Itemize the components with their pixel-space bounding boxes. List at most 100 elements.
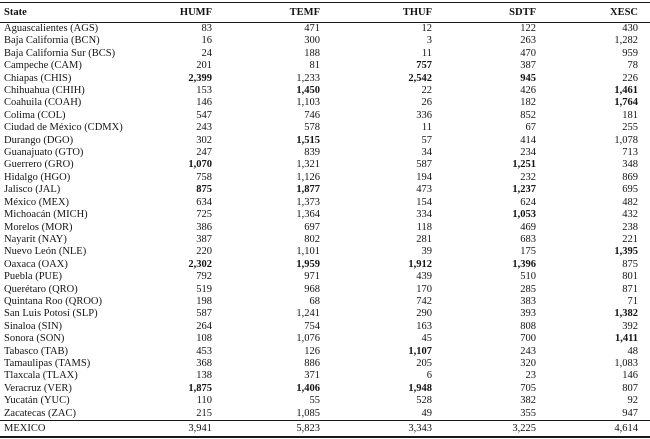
table-row: Jalisco (JAL) 875 1,877 473 1,237 695 xyxy=(0,184,650,196)
value-cell: 1,764 xyxy=(614,97,638,109)
value-cell: 387 xyxy=(520,60,536,72)
value-cell: 587 xyxy=(196,308,212,320)
value-cell: 238 xyxy=(622,221,638,233)
total-label-cell: MEXICO xyxy=(0,420,160,437)
state-cell: Chiapas (CHIS) xyxy=(4,72,72,84)
state-cell: Aguascalientes (AGS) xyxy=(4,23,99,34)
state-cell: Michoacán (MICH) xyxy=(4,209,88,221)
value-cell: 55 xyxy=(309,395,321,407)
table-row: Nuevo León (NLE) 220 1,101 39 175 1,395 xyxy=(0,246,650,258)
value-cell: 232 xyxy=(520,171,536,183)
value-cell: 1,070 xyxy=(188,159,212,171)
column-header-sdtf: SDTF xyxy=(432,2,536,23)
value-cell: 221 xyxy=(622,233,638,245)
value-cell: 1,461 xyxy=(614,85,638,97)
value-cell: 175 xyxy=(520,246,536,258)
value-cell: 393 xyxy=(520,308,536,320)
value-cell: 2,302 xyxy=(188,258,212,270)
state-cell: Hidalgo (HGO) xyxy=(4,171,71,183)
value-cell: 426 xyxy=(520,85,536,97)
value-cell: 1,912 xyxy=(408,258,432,270)
value-cell: 3,941 xyxy=(160,420,212,437)
value-cell: 146 xyxy=(622,370,638,382)
state-cell: Puebla (PUE) xyxy=(4,271,63,283)
state-cell: Tlaxcala (TLAX) xyxy=(4,370,78,382)
value-cell: 624 xyxy=(520,196,536,208)
value-cell: 334 xyxy=(416,209,432,221)
value-cell: 1,395 xyxy=(614,246,638,258)
table-row: Tamaulipas (TAMS) 368 886 205 320 1,083 xyxy=(0,358,650,370)
value-cell: 49 xyxy=(421,407,433,419)
value-cell: 11 xyxy=(421,47,432,59)
value-cell: 792 xyxy=(196,271,212,283)
value-cell: 383 xyxy=(520,295,536,307)
value-cell: 578 xyxy=(304,122,320,134)
value-cell: 26 xyxy=(421,97,433,109)
value-cell: 48 xyxy=(627,345,639,357)
table-row: Aguascalientes (AGS) 83 471 12 122 430 xyxy=(0,23,650,36)
value-cell: 1,101 xyxy=(296,246,320,258)
state-cell: Baja California Sur (BCS) xyxy=(4,47,116,59)
table-row: Chiapas (CHIS) 2,399 1,233 2,542 945 226 xyxy=(0,73,650,85)
value-cell: 348 xyxy=(622,159,638,171)
value-cell: 547 xyxy=(196,109,212,121)
value-cell: 71 xyxy=(627,295,639,307)
state-cell: Nayarit (NAY) xyxy=(4,233,67,245)
value-cell: 839 xyxy=(304,147,320,159)
state-cell: Sonora (SON) xyxy=(4,333,65,345)
value-cell: 170 xyxy=(416,283,432,295)
value-cell: 181 xyxy=(622,109,638,121)
value-cell: 302 xyxy=(196,134,212,146)
value-cell: 959 xyxy=(622,47,638,59)
value-cell: 198 xyxy=(196,295,212,307)
value-cell: 1,251 xyxy=(512,159,536,171)
value-cell: 108 xyxy=(196,333,212,345)
value-cell: 439 xyxy=(416,271,432,283)
value-cell: 4,614 xyxy=(536,420,650,437)
table-body: Aguascalientes (AGS) 83 471 12 122 430 Baja Ca… xyxy=(0,23,650,437)
column-header-humf: HUMF xyxy=(160,2,212,23)
value-cell: 683 xyxy=(520,233,536,245)
value-cell: 371 xyxy=(304,370,320,382)
value-cell: 255 xyxy=(622,122,638,134)
value-cell: 23 xyxy=(525,370,537,382)
state-cell: Durango (DGO) xyxy=(4,134,74,146)
column-header-thuf: THUF xyxy=(320,2,432,23)
column-header-xesc: XESC xyxy=(536,2,650,23)
value-cell: 1,083 xyxy=(614,357,638,369)
value-cell: 1,233 xyxy=(296,72,320,84)
table-row: Tlaxcala (TLAX) 138 371 6 23 146 xyxy=(0,370,650,382)
table-row: Quintana Roo (QROO) 198 68 742 383 71 xyxy=(0,296,650,308)
value-cell: 1,877 xyxy=(296,184,320,196)
state-cell: Zacatecas (ZAC) xyxy=(4,407,76,419)
value-cell: 163 xyxy=(416,320,432,332)
value-cell: 432 xyxy=(622,209,638,221)
value-cell: 808 xyxy=(520,320,536,332)
value-cell: 1,373 xyxy=(296,196,320,208)
value-cell: 757 xyxy=(416,60,432,72)
value-cell: 1,053 xyxy=(512,209,536,221)
table-row: San Luis Potosí (SLP) 587 1,241 290 393 1,382 xyxy=(0,308,650,320)
state-cell: Jalisco (JAL) xyxy=(4,184,61,196)
state-cell: Querétaro (QRO) xyxy=(4,283,78,295)
state-cell: México (MEX) xyxy=(4,196,70,208)
column-header-temf: TEMF xyxy=(212,2,320,23)
value-cell: 971 xyxy=(304,271,320,283)
value-cell: 281 xyxy=(416,233,432,245)
state-cell: Guanajuato (GTO) xyxy=(4,147,84,159)
table-row: Sinaloa (SIN) 264 754 163 808 392 xyxy=(0,321,650,333)
table-row: Veracruz (VER) 1,875 1,406 1,948 705 807 xyxy=(0,383,650,395)
table-row: Baja California (BCN) 16 300 3 263 1,282 xyxy=(0,35,650,47)
state-cell: Morelos (MOR) xyxy=(4,221,73,233)
table-row: Nayarit (NAY) 387 802 281 683 221 xyxy=(0,234,650,246)
state-cell: Yucatán (YUC) xyxy=(4,395,70,407)
state-cell: Quintana Roo (QROO) xyxy=(4,295,102,307)
value-cell: 1,948 xyxy=(408,382,432,394)
table-row: Querétaro (QRO) 519 968 170 285 871 xyxy=(0,284,650,296)
value-cell: 754 xyxy=(304,320,320,332)
value-cell: 153 xyxy=(196,85,212,97)
value-cell: 968 xyxy=(304,283,320,295)
value-cell: 1,078 xyxy=(614,134,638,146)
value-cell: 1,107 xyxy=(408,345,432,357)
